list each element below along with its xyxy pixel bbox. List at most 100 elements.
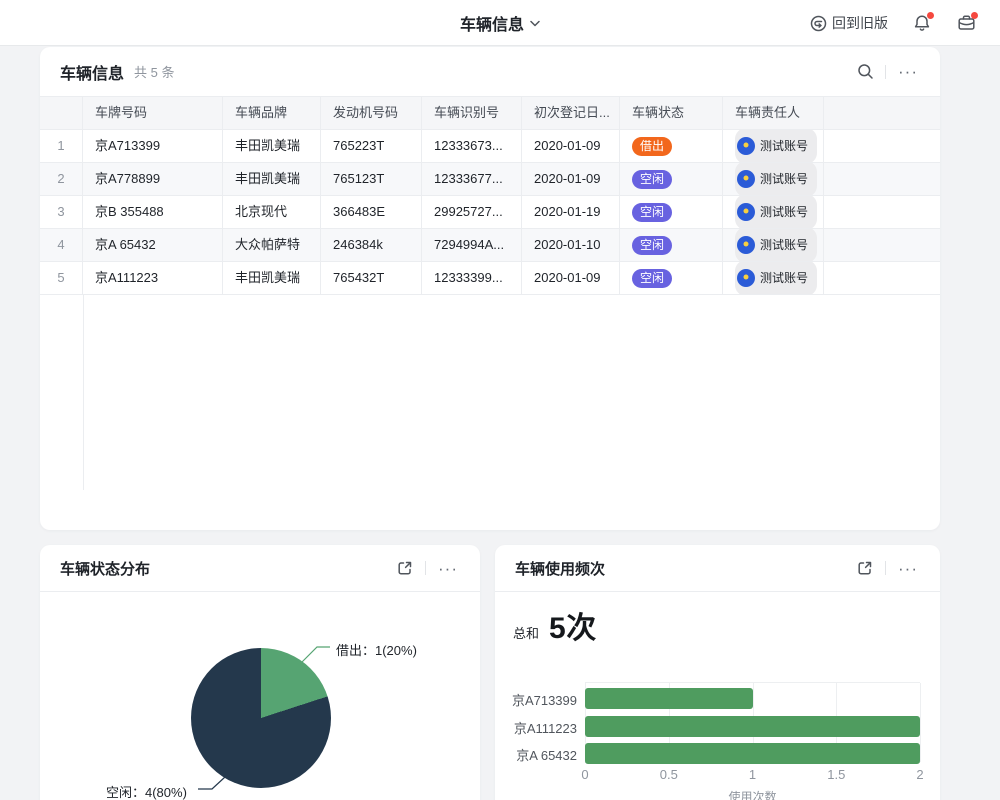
cell-brand: 北京现代 (223, 196, 321, 229)
column-header-plate[interactable]: 车牌号码 (83, 97, 223, 130)
pie-chart[interactable] (191, 648, 331, 788)
gridline (920, 683, 921, 762)
status-badge: 空闲 (632, 169, 673, 189)
cell-empty (824, 163, 940, 196)
open-fullscreen-button[interactable] (395, 558, 415, 578)
x-tick: 0.5 (659, 767, 678, 782)
owner-chip[interactable]: 测试账号 (735, 196, 818, 228)
column-header-status[interactable]: 车辆状态 (620, 97, 723, 130)
cell-empty (824, 196, 940, 229)
more-options-button[interactable]: ··· (898, 62, 918, 81)
cell-regdate: 2020-01-10 (522, 229, 620, 262)
row-number: 3 (40, 196, 83, 229)
cell-brand: 大众帕萨特 (223, 229, 321, 262)
row-number: 1 (40, 130, 83, 163)
pie-leader-lent (301, 646, 330, 663)
cell-owner: 测试账号 (723, 163, 824, 196)
cell-status: 空闲 (620, 196, 723, 229)
bar-segment[interactable] (585, 743, 920, 764)
page-title: 车辆信息 (459, 17, 525, 34)
owner-chip[interactable]: 测试账号 (735, 130, 818, 162)
column-header-regdate[interactable]: 初次登记日... (522, 97, 620, 130)
owner-name: 测试账号 (760, 205, 809, 219)
bar-card-title: 车辆使用频次 (515, 560, 606, 578)
cell-regdate: 2020-01-09 (522, 262, 620, 295)
table-card-tools: ··· (855, 62, 920, 82)
chevron-down-icon (530, 20, 540, 26)
workbench-badge (971, 12, 978, 19)
cell-plate: 京A713399 (83, 130, 223, 163)
column-header-brand[interactable]: 车辆品牌 (223, 97, 321, 130)
bar-category-label: 京A 65432 (516, 748, 577, 763)
page-title-dropdown[interactable]: 车辆信息 (460, 0, 540, 46)
table-row[interactable]: 4 京A 65432 大众帕萨特 246384k 7294994A... 202… (40, 229, 940, 262)
usage-frequency-card: 车辆使用频次 ··· 总和 5次 京A713399 京A111223 京A 65… (495, 545, 940, 800)
cell-status: 空闲 (620, 262, 723, 295)
column-header-vin[interactable]: 车辆识别号 (422, 97, 522, 130)
cell-plate: 京A111223 (83, 262, 223, 295)
status-badge: 空闲 (632, 235, 673, 255)
status-distribution-card: 车辆状态分布 ··· 借出：1(20%) 空闲：4(80%) (40, 545, 480, 800)
pie-card-title: 车辆状态分布 (60, 560, 151, 578)
bar-category-label: 京A713399 (511, 693, 577, 708)
cell-empty (824, 262, 940, 295)
total-value: 5次 (549, 612, 597, 645)
cell-vin: 12333399... (422, 262, 522, 295)
notification-badge (927, 12, 934, 19)
back-to-old-label: 回到旧版 (832, 15, 888, 31)
workbench-button[interactable] (956, 12, 978, 33)
cell-status: 借出 (620, 130, 723, 163)
owner-name: 测试账号 (760, 271, 809, 285)
row-number: 5 (40, 262, 83, 295)
cell-brand: 丰田凯美瑞 (223, 130, 321, 163)
avatar (737, 137, 755, 155)
owner-chip[interactable]: 测试账号 (735, 163, 818, 195)
bar-segment[interactable] (585, 688, 753, 709)
owner-name: 测试账号 (760, 172, 809, 186)
table-row[interactable]: 3 京B 355488 北京现代 366483E 29925727... 202… (40, 196, 940, 229)
cell-engine: 765432T (321, 262, 422, 295)
search-icon (857, 64, 873, 79)
table-row[interactable]: 1 京A713399 丰田凯美瑞 765223T 12333673... 202… (40, 130, 940, 163)
status-badge: 空闲 (632, 268, 673, 288)
cell-vin: 12333677... (422, 163, 522, 196)
open-fullscreen-button[interactable] (855, 558, 875, 578)
back-to-old-version-button[interactable]: 回到旧版 (810, 13, 888, 33)
column-header-empty (824, 97, 940, 130)
row-number-header (40, 97, 83, 130)
cell-empty (824, 130, 940, 163)
owner-chip[interactable]: 测试账号 (735, 229, 818, 261)
table-row[interactable]: 5 京A111223 丰田凯美瑞 765432T 12333399... 202… (40, 262, 940, 295)
pie-more-button[interactable]: ··· (438, 558, 458, 578)
cell-plate: 京B 355488 (83, 196, 223, 229)
avatar (737, 236, 755, 254)
return-icon (810, 15, 827, 31)
table-header-row: 车牌号码 车辆品牌 发动机号码 车辆识别号 初次登记日... 车辆状态 车辆责任… (40, 97, 940, 130)
tools-divider (885, 64, 887, 79)
cell-regdate: 2020-01-09 (522, 130, 620, 163)
tools-divider (885, 561, 887, 575)
column-continuation-line (83, 295, 84, 490)
owner-name: 测试账号 (760, 238, 809, 252)
cell-brand: 丰田凯美瑞 (223, 262, 321, 295)
pie-leader-idle (198, 776, 226, 790)
bar-more-button[interactable]: ··· (898, 558, 918, 578)
avatar (737, 170, 755, 188)
total-summary: 总和 5次 (513, 603, 597, 647)
topbar: 车辆信息 回到旧版 (0, 0, 1000, 46)
search-button[interactable] (855, 62, 875, 82)
briefcase-icon (957, 15, 975, 30)
tools-divider (425, 561, 427, 575)
bar-card-tools: ··· (855, 558, 920, 578)
cell-plate: 京A 65432 (83, 229, 223, 262)
cell-engine: 765223T (321, 130, 422, 163)
owner-chip[interactable]: 测试账号 (735, 262, 818, 294)
column-header-engine[interactable]: 发动机号码 (321, 97, 422, 130)
row-number: 2 (40, 163, 83, 196)
cell-status: 空闲 (620, 229, 723, 262)
notification-bell-button[interactable] (912, 12, 934, 33)
status-badge: 空闲 (632, 202, 673, 222)
bar-segment[interactable] (585, 716, 920, 737)
table-row[interactable]: 2 京A778899 丰田凯美瑞 765123T 12333677... 202… (40, 163, 940, 196)
column-header-owner[interactable]: 车辆责任人 (723, 97, 824, 130)
